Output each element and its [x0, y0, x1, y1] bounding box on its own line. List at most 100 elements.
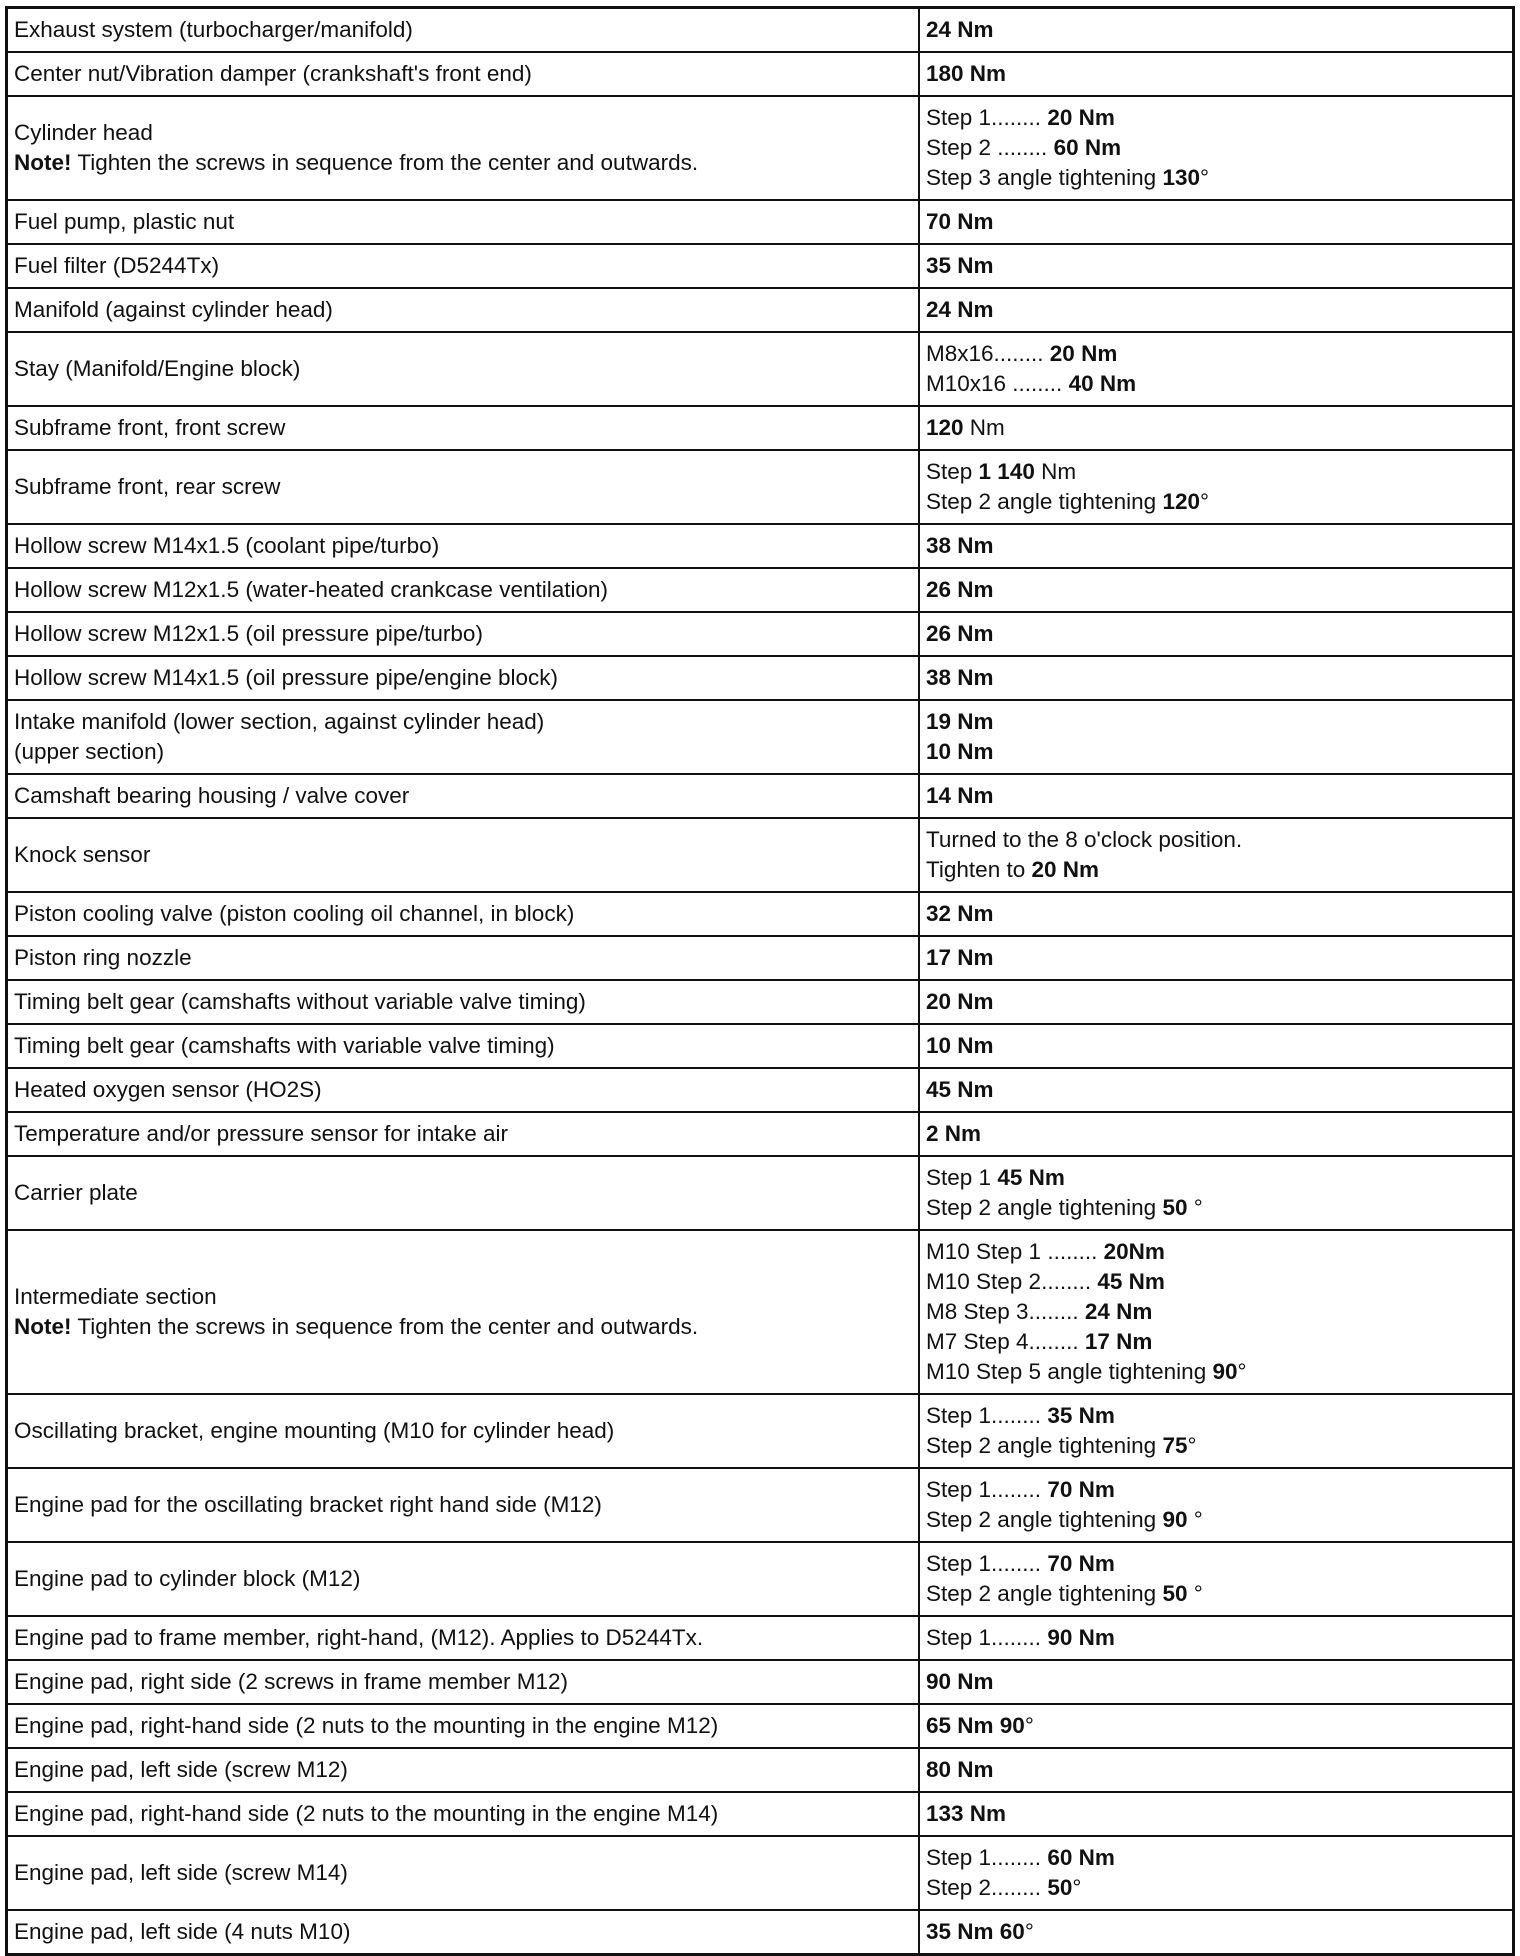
text: Oscillating bracket, engine mounting (M1… [14, 1418, 615, 1443]
cell-line: Engine pad, left side (screw M14) [14, 1858, 912, 1888]
torque-cell: Step 1 45 Nm Step 2 angle tightening 50 ° [918, 1155, 1515, 1231]
cell-line: Step 1........ 35 Nm [926, 1401, 1506, 1431]
torque-cell: 35 Nm [918, 243, 1515, 289]
bold-text: Note! [14, 150, 72, 175]
torque-cell: Step 1........ 70 Nm Step 2 angle tighten… [918, 1541, 1515, 1617]
bold-text: 2 Nm [926, 1121, 982, 1146]
text: Fuel pump, plastic nut [14, 209, 235, 234]
bold-text: 45 Nm [926, 1077, 994, 1102]
torque-cell: 14 Nm [918, 773, 1515, 819]
torque-cell: 38 Nm [918, 523, 1515, 569]
text: ° [1187, 1433, 1197, 1458]
text: Engine pad, right-hand side (2 nuts to t… [14, 1801, 719, 1826]
cell-line: Timing belt gear (camshafts with variabl… [14, 1031, 912, 1061]
text: ° [1237, 1359, 1247, 1384]
cell-line: Piston ring nozzle [14, 943, 912, 973]
cell-line: 32 Nm [926, 899, 1506, 929]
component-cell: Fuel filter (D5244Tx) [5, 243, 920, 289]
cell-line: M10 Step 1 ........ 20Nm [926, 1237, 1506, 1267]
table-row: Intermediate section Note! Tighten the sc… [5, 1229, 1515, 1395]
text: Piston ring nozzle [14, 945, 192, 970]
bold-text: 90 [1162, 1507, 1188, 1532]
torque-cell: 20 Nm [918, 979, 1515, 1025]
torque-cell: 70 Nm [918, 199, 1515, 245]
text: Subframe front, rear screw [14, 474, 281, 499]
text: Step 2 angle tightening [926, 1433, 1163, 1458]
bold-text: 50 [1047, 1875, 1073, 1900]
cell-line: Fuel pump, plastic nut [14, 207, 912, 237]
torque-cell: 65 Nm 90° [918, 1703, 1515, 1749]
component-cell: Engine pad, right-hand side (2 nuts to t… [5, 1791, 920, 1837]
table-row: Engine pad for the oscillating bracket r… [5, 1467, 1515, 1543]
cell-line: 35 Nm 60° [926, 1917, 1506, 1947]
text: Turned to the 8 o'clock position. [926, 827, 1243, 852]
bold-text: 40 Nm [1068, 371, 1137, 396]
torque-cell: 24 Nm [918, 287, 1515, 333]
bold-text: 10 Nm [926, 739, 994, 764]
cell-line: 70 Nm [926, 207, 1506, 237]
text: Center nut/Vibration damper (crankshaft'… [14, 61, 532, 86]
torque-specification-table: Exhaust system (turbocharger/manifold) 24… [5, 6, 1515, 1956]
cell-line: Step 3 angle tightening 130° [926, 163, 1506, 193]
cell-line: 10 Nm [926, 737, 1506, 767]
component-cell: Carrier plate [5, 1155, 920, 1231]
bold-text: 20Nm [1103, 1239, 1165, 1264]
component-cell: Engine pad for the oscillating bracket r… [5, 1467, 920, 1543]
cell-line: 17 Nm [926, 943, 1506, 973]
cell-line: Intermediate section [14, 1282, 912, 1312]
cell-line: Step 2 angle tightening 50 ° [926, 1579, 1506, 1609]
bold-text: 35 Nm 60 [926, 1919, 1025, 1944]
cell-line: 133 Nm [926, 1799, 1506, 1829]
bold-text: 20 Nm [1031, 857, 1100, 882]
bold-text: 70 Nm [1047, 1551, 1115, 1576]
component-cell: Hollow screw M12x1.5 (oil pressure pipe/… [5, 611, 920, 657]
cell-line: 19 Nm [926, 707, 1506, 737]
table-row: Engine pad, right side (2 screws in fram… [5, 1659, 1515, 1705]
component-cell: Oscillating bracket, engine mounting (M1… [5, 1393, 920, 1469]
table-row: Subframe front, rear screw Step 1 140 Nm S… [5, 449, 1515, 525]
bold-text: 20 Nm [1049, 341, 1118, 366]
torque-cell: Step 1........ 90 Nm [918, 1615, 1515, 1661]
table-row: Temperature and/or pressure sensor for i… [5, 1111, 1515, 1157]
cell-line: Step 2 angle tightening 90 ° [926, 1505, 1506, 1535]
cell-line: Step 1........ 70 Nm [926, 1475, 1506, 1505]
text: Hollow screw M14x1.5 (coolant pipe/turbo… [14, 533, 440, 558]
bold-text: 70 Nm [926, 209, 994, 234]
component-cell: Engine pad, right side (2 screws in fram… [5, 1659, 920, 1705]
torque-cell: 90 Nm [918, 1659, 1515, 1705]
bold-text: 19 Nm [926, 709, 994, 734]
cell-line: M8x16........ 20 Nm [926, 339, 1506, 369]
torque-cell: 17 Nm [918, 935, 1515, 981]
bold-text: 17 Nm [1084, 1329, 1153, 1354]
text: (upper section) [14, 739, 165, 764]
torque-cell: 26 Nm [918, 567, 1515, 613]
text: Heated oxygen sensor (HO2S) [14, 1077, 322, 1102]
component-cell: Intake manifold (lower section, against … [5, 699, 920, 775]
text: Manifold (against cylinder head) [14, 297, 333, 322]
cell-line: Step 1 45 Nm [926, 1163, 1506, 1193]
cell-line: 2 Nm [926, 1119, 1506, 1149]
bold-text: 14 Nm [926, 783, 994, 808]
torque-cell: 24 Nm [918, 6, 1515, 53]
torque-cell: Step 1........ 70 Nm Step 2 angle tighten… [918, 1467, 1515, 1543]
table-row: Hollow screw M14x1.5 (coolant pipe/turbo… [5, 523, 1515, 569]
component-cell: Hollow screw M14x1.5 (oil pressure pipe/… [5, 655, 920, 701]
cell-line: Tighten to 20 Nm [926, 855, 1506, 885]
bold-text: 90 [1212, 1359, 1238, 1384]
text: ° [1187, 1581, 1203, 1606]
text: Engine pad for the oscillating bracket r… [14, 1492, 602, 1517]
table-row: Engine pad to frame member, right-hand, … [5, 1615, 1515, 1661]
cell-line: 120 Nm [926, 413, 1506, 443]
component-cell: Timing belt gear (camshafts without vari… [5, 979, 920, 1025]
table-row: Engine pad, right-hand side (2 nuts to t… [5, 1791, 1515, 1837]
bold-text: 45 Nm [1097, 1269, 1165, 1294]
cell-line: Heated oxygen sensor (HO2S) [14, 1075, 912, 1105]
table-row: Carrier plate Step 1 45 Nm Step 2 angle ti… [5, 1155, 1515, 1231]
component-cell: Piston ring nozzle [5, 935, 920, 981]
text: Nm [963, 415, 1005, 440]
component-cell: Temperature and/or pressure sensor for i… [5, 1111, 920, 1157]
text: M10 Step 2........ [926, 1269, 1098, 1294]
table-row: Engine pad, left side (4 nuts M10) 35 Nm … [5, 1909, 1515, 1956]
cell-line: Step 1........ 60 Nm [926, 1843, 1506, 1873]
cell-line: 180 Nm [926, 59, 1506, 89]
